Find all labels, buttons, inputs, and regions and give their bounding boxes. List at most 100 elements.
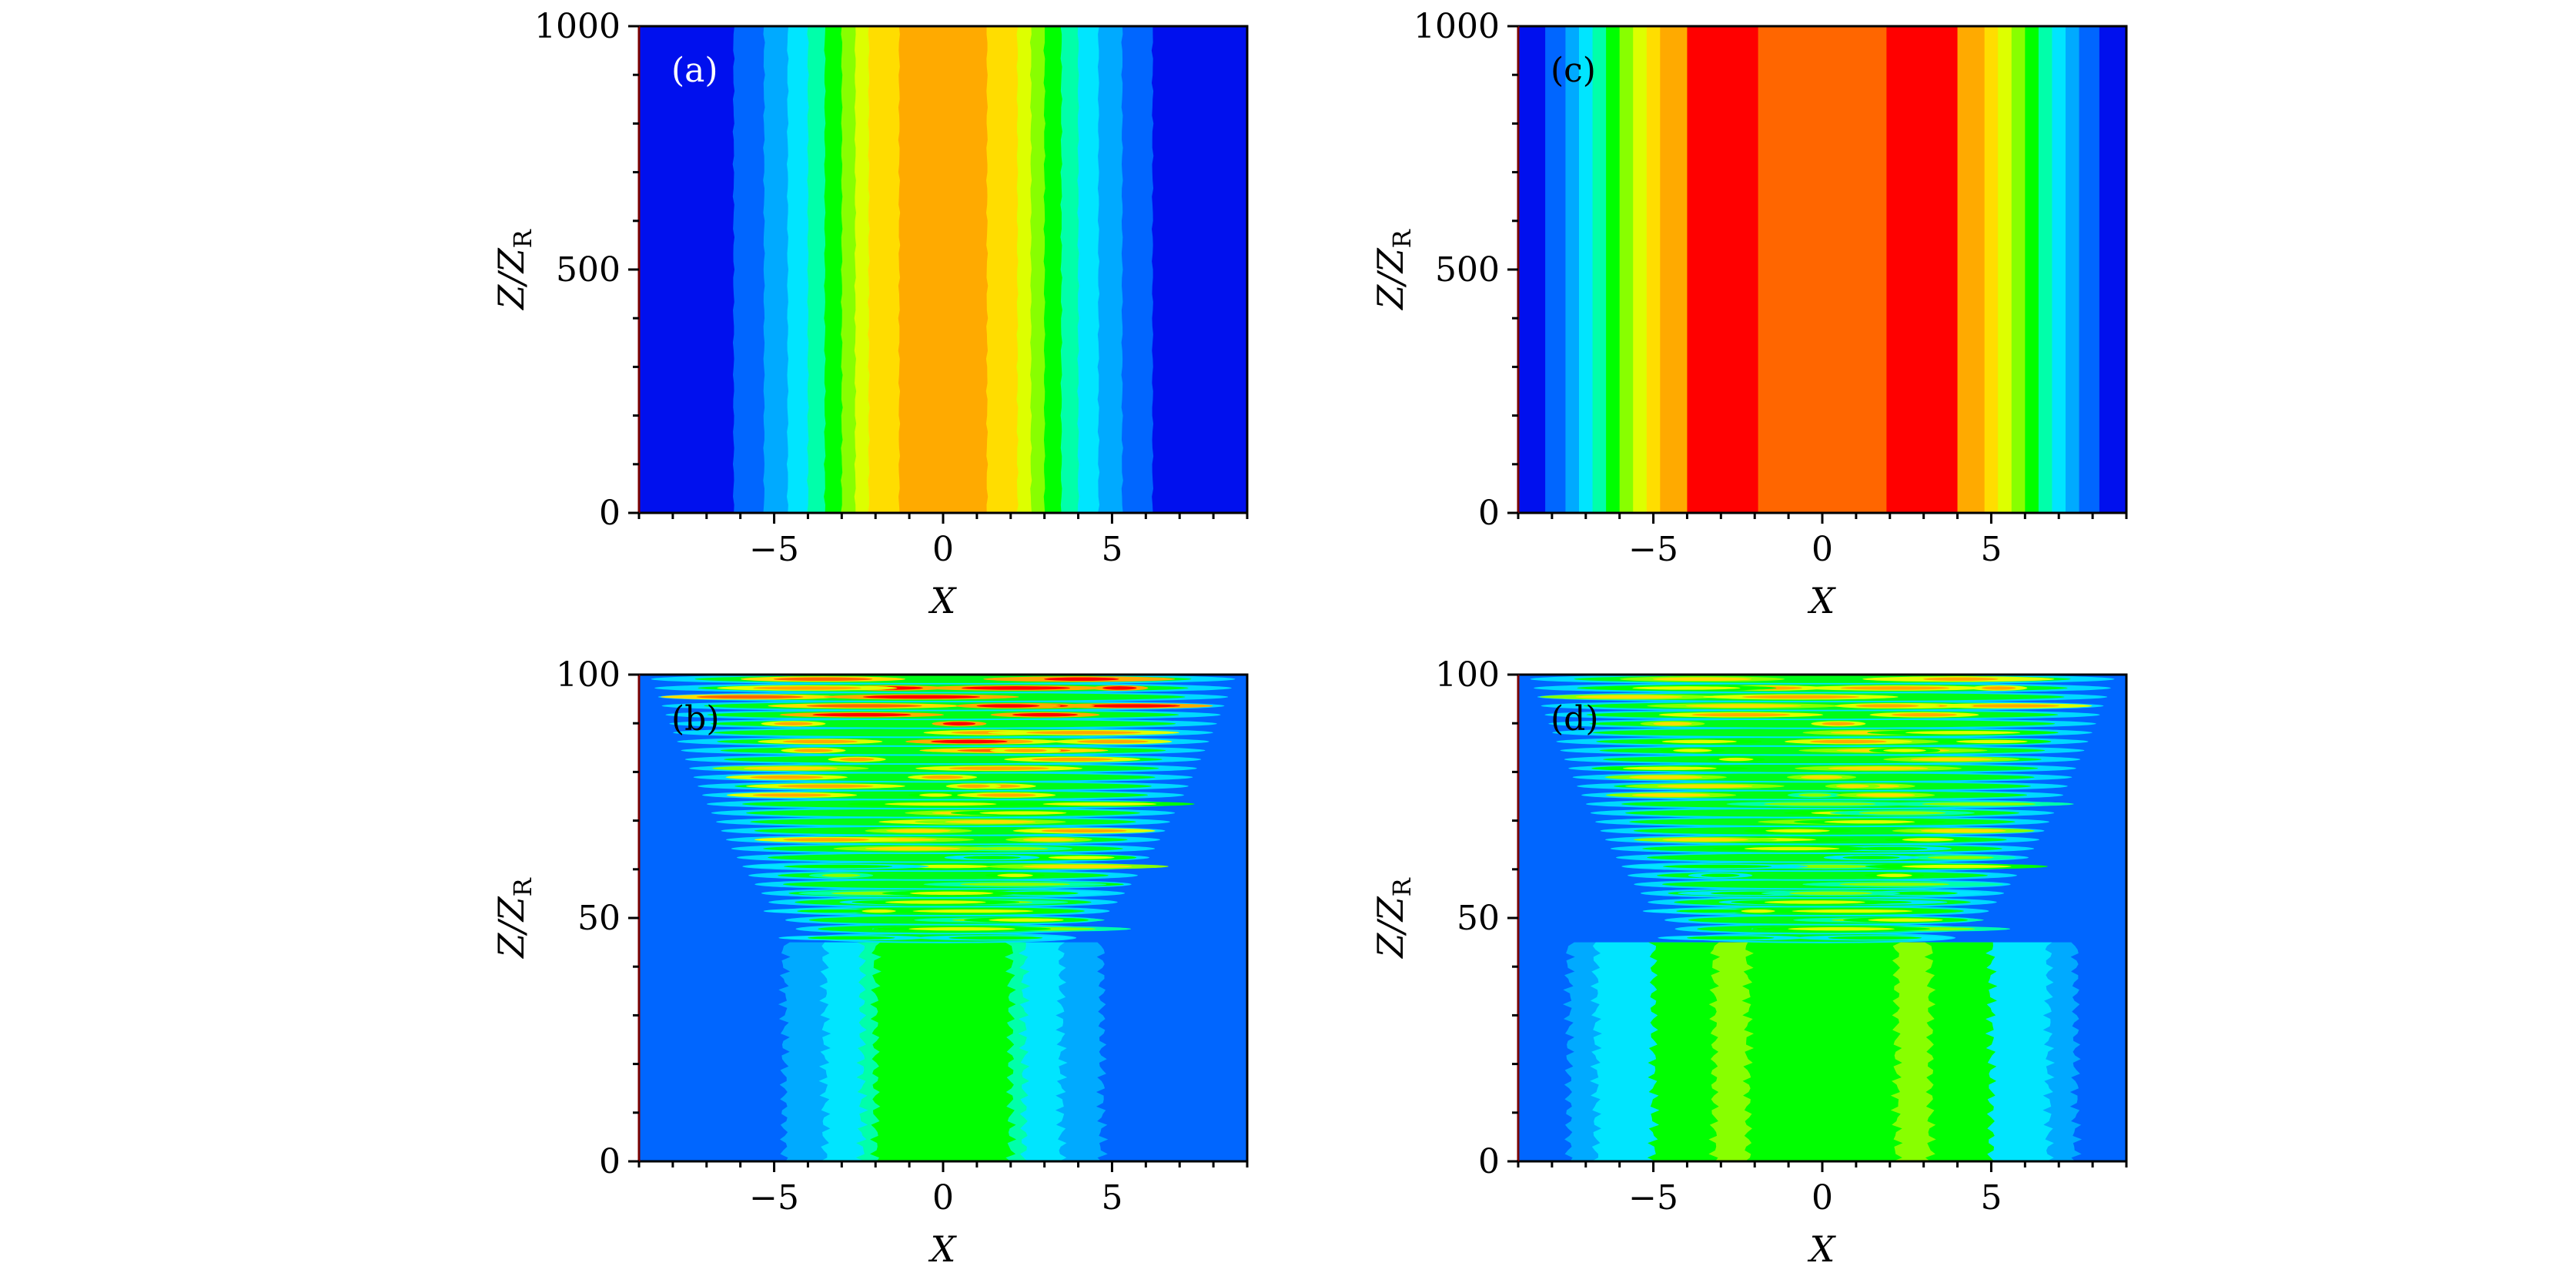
y-tick-label: 1000 (1413, 7, 1500, 46)
contour-peak (945, 819, 1036, 824)
contour-peak (1622, 766, 1717, 770)
contour-peak (1764, 900, 1865, 904)
contour-peak (1788, 926, 1895, 931)
contour-peak (989, 918, 1064, 922)
y-tick-label: 100 (1435, 655, 1500, 695)
contour-peak (1691, 712, 1791, 717)
contour-peak (948, 766, 1049, 770)
contour-peak (1632, 686, 1741, 690)
contour-peak (976, 793, 1036, 797)
contour-peak (778, 784, 874, 789)
y-tick-label: 0 (1478, 1142, 1500, 1181)
panel-a: −5 0 5 0 500 1000 X Z/ZR (a) (490, 7, 1249, 621)
panel-label: (d) (1551, 699, 1599, 739)
contour-peak (886, 829, 951, 832)
contour-peak (808, 936, 895, 940)
x-axis-label: X (928, 580, 958, 621)
x-tick-label: 0 (1812, 530, 1833, 569)
contour-peak (1824, 819, 1915, 824)
contour-peak (1004, 749, 1047, 752)
contour-peak (922, 775, 964, 779)
contour-band (898, 26, 989, 513)
contour-peak (1744, 846, 1840, 851)
contour-peak (1652, 677, 1752, 682)
contour-peak (1842, 856, 1900, 859)
contour-peak (1828, 936, 1922, 940)
contour-peak (752, 793, 831, 797)
contour-peak (1810, 739, 1887, 744)
contour-peak (948, 936, 1043, 940)
contour-peak (884, 802, 997, 806)
contour-peak (861, 909, 896, 913)
contour-peak (1840, 686, 1950, 690)
contour-peak (1718, 757, 1754, 762)
contour-peak (1902, 838, 1955, 842)
contour-peak (1905, 731, 2021, 735)
contour-peak (975, 846, 1049, 851)
contour-peak (908, 926, 1015, 931)
contour-peak (1701, 873, 1740, 877)
contour-band (1741, 942, 1903, 1161)
contour-peak (1041, 829, 1127, 832)
contour-peak (773, 677, 873, 682)
contour-peak (1791, 909, 1913, 913)
contour-peak (1661, 739, 1737, 744)
x-tick-label: −5 (749, 1178, 799, 1218)
panel-label: (c) (1551, 51, 1596, 90)
contour-peak (1883, 749, 1926, 752)
heatmap-d (1518, 675, 2126, 1161)
contour-peak (1741, 909, 1775, 913)
x-tick-label: −5 (1628, 530, 1678, 569)
y-tick-label: 500 (556, 250, 621, 290)
contour-peak (912, 909, 1034, 913)
contour-peak (865, 846, 961, 851)
contour-peak (806, 704, 922, 708)
contour-peak (1765, 829, 1830, 832)
contour-peak (1788, 891, 1873, 896)
contour-peak (1022, 838, 1076, 842)
contour-peak (1629, 775, 1703, 779)
panel-label: (b) (671, 699, 720, 739)
contour-peak (1673, 749, 1712, 752)
contour-peak (961, 686, 1071, 690)
contour-peak (976, 704, 1040, 708)
contour-peak (1631, 793, 1711, 797)
contour-peak (1663, 864, 1772, 869)
contour-peak (1026, 731, 1142, 735)
contour-peak (794, 749, 833, 752)
contour-peak (963, 856, 1021, 859)
y-axis-label: Z/ZR (490, 877, 537, 959)
contour-peak (1781, 864, 1872, 869)
contour-peak (1801, 775, 1843, 779)
contour-peak (1102, 686, 1137, 690)
contour-peak (1955, 739, 2028, 744)
contour-peak (1022, 864, 1132, 869)
contour-peak (1839, 883, 1949, 886)
contour-peak (1882, 891, 1958, 896)
panel-c: −5 0 5 0 500 1000 X Z/ZR (c) (1370, 7, 2128, 621)
x-tick-label: 5 (1980, 530, 2002, 569)
contour-peak (1982, 686, 2016, 690)
contour-peak (862, 695, 981, 699)
contour-peak (1858, 811, 1946, 815)
contour-peak (885, 900, 986, 904)
x-tick-label: 0 (1812, 1178, 1833, 1218)
y-tick-label: 50 (577, 899, 621, 938)
x-tick-label: 5 (1980, 1178, 2002, 1218)
x-axis-label: X (928, 1228, 958, 1270)
contour-peak (839, 757, 875, 762)
contour-peak (743, 766, 838, 770)
contour-peak (696, 695, 804, 699)
heatmap-a (639, 26, 1247, 513)
y-tick-label: 500 (1435, 250, 1500, 290)
contour-peak (1042, 802, 1157, 806)
contour-peak (1012, 712, 1079, 717)
contour-peak (1961, 704, 2059, 708)
contour-band (1758, 26, 1887, 513)
contour-peak (956, 784, 990, 789)
contour-peak (1922, 802, 2036, 806)
contour-peak (1902, 864, 2012, 869)
contour-peak (1657, 784, 1753, 789)
